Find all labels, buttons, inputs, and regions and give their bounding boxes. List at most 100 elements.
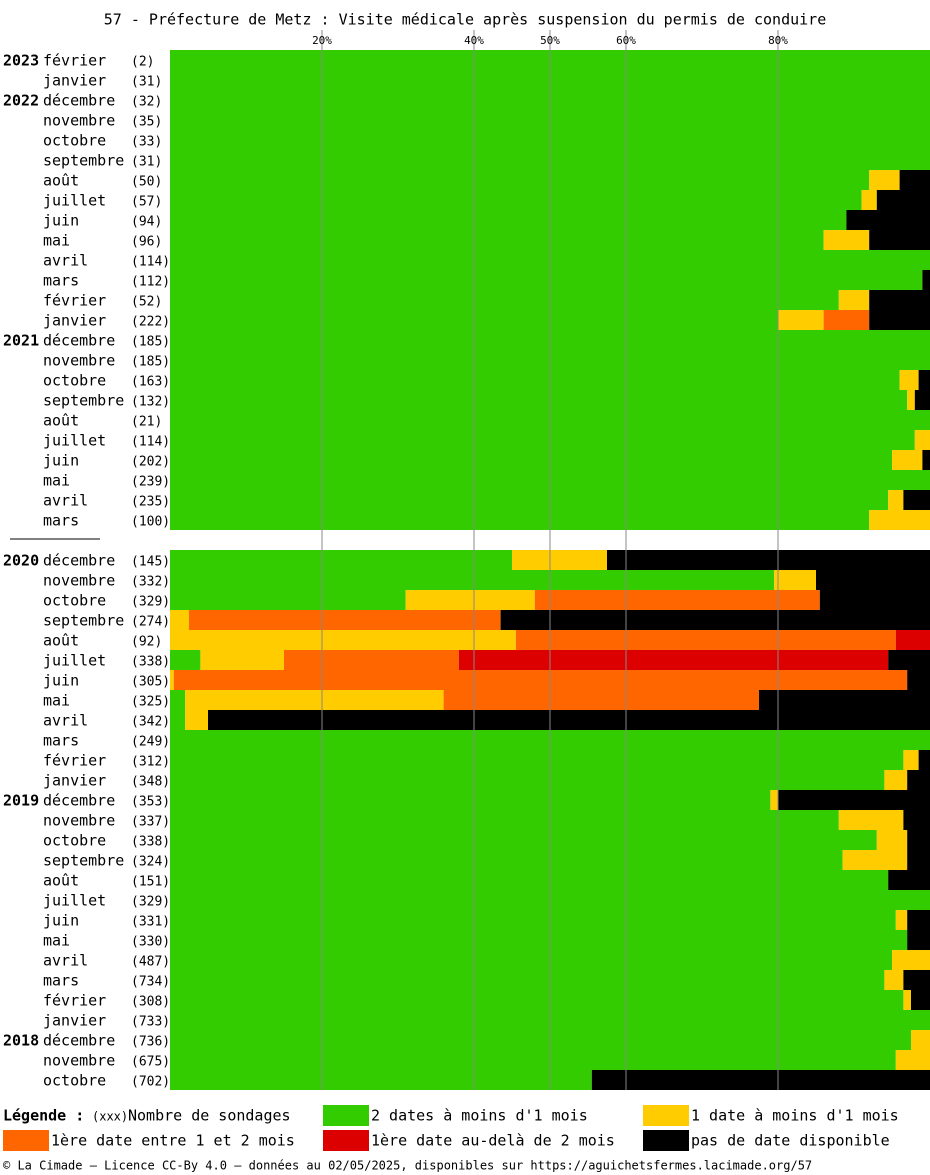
category-label: février (43, 992, 106, 1010)
footer: © La Cimade — Licence CC-By 4.0 — donnée… (3, 1159, 812, 1173)
bar-segment (838, 290, 870, 310)
bar-segment (903, 990, 911, 1010)
bar-segment (861, 190, 877, 210)
bar-segment (458, 650, 889, 670)
count-label: (305) (131, 675, 170, 690)
bar-segment (816, 570, 930, 590)
bar-segment (884, 770, 908, 790)
bar-segment (591, 1070, 930, 1090)
category-label: septembre (43, 612, 124, 630)
bar-segment (838, 810, 904, 830)
count-label: (332) (131, 575, 170, 590)
count-label: (21) (131, 415, 162, 430)
count-label: (2) (131, 55, 154, 70)
bar-segment (170, 550, 512, 570)
bar-segment (911, 990, 930, 1010)
count-label: (312) (131, 755, 170, 770)
count-label: (132) (131, 395, 170, 410)
count-label: (100) (131, 515, 170, 530)
legend-swatch (3, 1130, 49, 1151)
category-label: février (43, 292, 106, 310)
bar-segment (888, 490, 904, 510)
bar-segment (170, 850, 843, 870)
year-label: 2018 (3, 1032, 39, 1050)
count-label: (185) (131, 335, 170, 350)
bar-segment (911, 1030, 930, 1050)
category-label: octobre (43, 132, 106, 150)
category-label: décembre (43, 332, 115, 350)
category-label: novembre (43, 572, 115, 590)
bar-segment (170, 190, 862, 210)
year-label: 2023 (3, 52, 39, 70)
bar-segment (876, 190, 930, 210)
bar-segment (170, 990, 904, 1010)
category-label: décembre (43, 792, 115, 810)
count-label: (239) (131, 475, 170, 490)
category-label: janvier (43, 772, 106, 790)
bar-segment (899, 370, 919, 390)
count-label: (185) (131, 355, 170, 370)
count-label: (202) (131, 455, 170, 470)
bar-segment (823, 310, 870, 330)
bar-segment (895, 910, 908, 930)
bar-segment (170, 830, 877, 850)
category-label: janvier (43, 312, 106, 330)
bar-segment (922, 270, 930, 290)
bar-segment (774, 570, 816, 590)
count-label: (249) (131, 735, 170, 750)
bar-segment (170, 690, 186, 710)
bar-segment (914, 430, 930, 450)
count-label: (325) (131, 695, 170, 710)
legend-label: 1ère date au-delà de 2 mois (371, 1132, 615, 1150)
count-label: (342) (131, 715, 170, 730)
bar-segment (170, 810, 839, 830)
count-label: (330) (131, 935, 170, 950)
count-label: (151) (131, 875, 170, 890)
count-label: (348) (131, 775, 170, 790)
bar-segment (170, 570, 775, 590)
bar-segment (170, 670, 174, 690)
bar-segment (903, 810, 930, 830)
bar-segment (170, 230, 824, 250)
year-label: 2022 (3, 92, 39, 110)
year-label: 2021 (3, 332, 39, 350)
category-label: juillet (43, 432, 106, 450)
bar-segment (892, 950, 930, 970)
bar-segment (170, 750, 904, 770)
bar-segment (770, 790, 778, 810)
bar-segment (170, 930, 908, 950)
bar-segment (759, 690, 930, 710)
category-label: décembre (43, 1032, 115, 1050)
category-label: août (43, 412, 79, 430)
bar-segment (869, 290, 930, 310)
category-label: novembre (43, 812, 115, 830)
bar-segment (170, 950, 892, 970)
category-label: octobre (43, 832, 106, 850)
count-label: (733) (131, 1015, 170, 1030)
count-label: (734) (131, 975, 170, 990)
bar-segment (284, 650, 459, 670)
count-label: (324) (131, 855, 170, 870)
category-label: novembre (43, 352, 115, 370)
bar-segment (907, 910, 930, 930)
bar-segment (170, 210, 847, 230)
category-label: octobre (43, 1072, 106, 1090)
legend-swatch (643, 1130, 689, 1151)
bar-segment (907, 850, 930, 870)
legend-title: Légende : (3, 1107, 84, 1125)
category-label: décembre (43, 552, 115, 570)
count-label: (50) (131, 175, 162, 190)
bar-segment (170, 970, 885, 990)
count-label: (675) (131, 1055, 170, 1070)
count-label: (32) (131, 95, 162, 110)
count-label: (331) (131, 915, 170, 930)
category-label: juillet (43, 192, 106, 210)
bar-segment (888, 650, 930, 670)
bar-segment (895, 630, 930, 650)
bar-segment (185, 710, 208, 730)
bar-segment (170, 790, 771, 810)
category-label: juillet (43, 652, 106, 670)
legend-label: pas de date disponible (691, 1132, 890, 1150)
bar-segment (170, 590, 406, 610)
count-label: (338) (131, 835, 170, 850)
